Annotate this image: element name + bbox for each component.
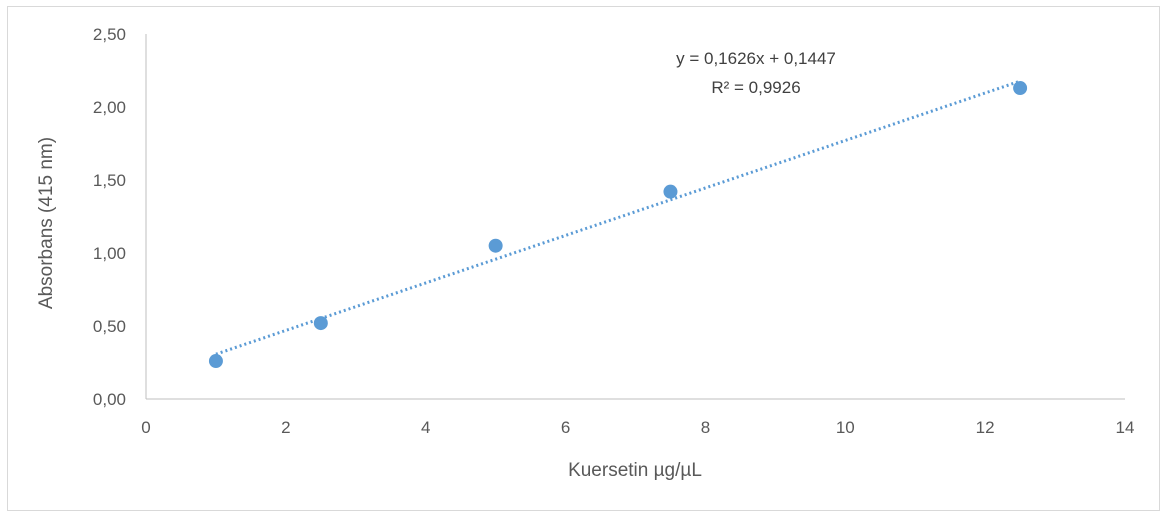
tick-labels: 0 2 4 6 8 10 12 14 0,00 0,50 1,00 1,50 2,00 2,50 [93, 25, 1135, 437]
x-tick-label: 8 [701, 418, 710, 437]
x-tick-label: 10 [836, 418, 855, 437]
data-point [208, 354, 223, 369]
y-tick-label: 2,00 [93, 98, 126, 117]
data-points [208, 81, 1028, 369]
trendline-equation: y = 0,1626x + 0,1447 [676, 49, 836, 68]
r-squared-label: R² = 0,9926 [711, 78, 800, 97]
scatter-chart: 0 2 4 6 8 10 12 14 0,00 0,50 1,00 1,50 2,00 2,50 y = … [36, 25, 1135, 481]
x-tick-label: 0 [141, 418, 150, 437]
x-tick-label: 2 [281, 418, 290, 437]
trendline-layer [215, 79, 1021, 356]
x-tick-label: 12 [976, 418, 995, 437]
x-axis-title: Kuersetin µg/µL [568, 460, 702, 481]
y-tick-label: 2,50 [93, 25, 126, 44]
data-point [488, 238, 503, 253]
trendline [215, 79, 1021, 356]
x-tick-label: 14 [1116, 418, 1135, 437]
y-tick-label: 0,50 [93, 317, 126, 336]
x-tick-label: 6 [561, 418, 570, 437]
x-tick-label: 4 [421, 418, 430, 437]
y-tick-label: 1,50 [93, 171, 126, 190]
data-point [663, 184, 678, 199]
y-tick-label: 1,00 [93, 244, 126, 263]
axes [145, 34, 1125, 400]
y-tick-label: 0,00 [93, 390, 126, 409]
data-point [313, 316, 328, 331]
y-axis-title: Absorbans (415 nm) [36, 137, 57, 309]
data-point [1013, 81, 1028, 96]
chart-frame: 0 2 4 6 8 10 12 14 0,00 0,50 1,00 1,50 2,00 2,50 y = … [7, 6, 1160, 511]
